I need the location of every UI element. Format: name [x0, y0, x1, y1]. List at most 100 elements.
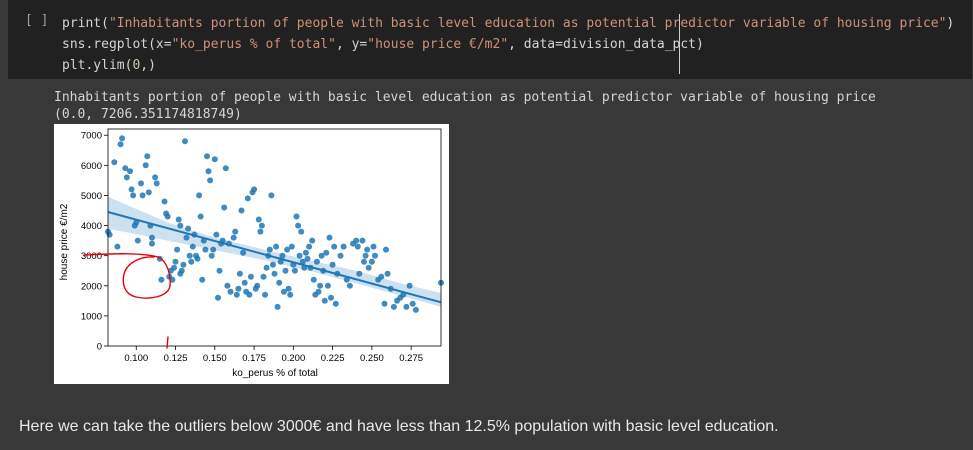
data-point — [263, 264, 270, 271]
code-token: , data=division_data_pct) — [508, 37, 704, 52]
data-point — [244, 195, 251, 202]
cell-output-text: Inhabitants portion of people with basic… — [54, 89, 876, 123]
data-point — [365, 264, 372, 271]
data-point — [271, 270, 278, 277]
data-point — [215, 294, 221, 301]
data-point — [208, 252, 215, 259]
data-point — [158, 276, 165, 283]
data-point — [279, 252, 286, 259]
data-point — [384, 270, 391, 277]
data-point — [331, 243, 338, 250]
data-point — [296, 252, 303, 259]
data-point — [235, 285, 242, 292]
data-point — [356, 270, 363, 277]
data-point — [390, 303, 397, 310]
data-point — [328, 294, 334, 301]
data-point — [186, 252, 193, 259]
data-point — [224, 282, 231, 289]
data-point — [180, 261, 187, 268]
data-point — [354, 243, 361, 250]
y-tick-label: 6000 — [81, 161, 102, 172]
data-point — [409, 300, 416, 307]
data-point — [309, 237, 316, 244]
data-point — [299, 258, 306, 265]
data-point — [285, 285, 292, 292]
data-point — [117, 141, 124, 148]
data-point — [359, 237, 366, 244]
text-cursor — [679, 14, 680, 74]
data-point — [368, 258, 375, 265]
code-token: sns.regplot(x= — [62, 37, 172, 52]
y-tick-label: 2000 — [81, 281, 102, 292]
code-cell[interactable]: [ ] print("Inhabitants portion of people… — [8, 0, 972, 79]
data-point — [161, 198, 168, 205]
data-point — [202, 246, 209, 253]
data-point — [152, 174, 159, 181]
data-point — [326, 234, 333, 241]
data-point — [383, 246, 389, 253]
data-point — [221, 204, 228, 211]
code-editor[interactable]: print("Inhabitants portion of people wit… — [62, 13, 954, 76]
data-point — [216, 267, 223, 274]
data-point — [274, 303, 281, 310]
scatter-plot: 0.100 0.125 0.150 0.175 0.200 0.225 0.250 0.275… — [59, 128, 444, 379]
data-point — [210, 246, 217, 253]
data-point — [266, 246, 273, 253]
data-point — [145, 189, 152, 196]
code-line: plt.ylim(0,) — [62, 58, 156, 73]
data-point — [169, 276, 176, 283]
data-point — [233, 291, 240, 298]
annotation-loop — [83, 253, 171, 299]
x-tick-label: 0.275 — [399, 353, 423, 364]
data-point — [246, 291, 253, 298]
data-point — [232, 228, 239, 235]
x-tick-label: 0.250 — [360, 353, 384, 364]
data-point — [295, 222, 302, 229]
data-point — [164, 213, 171, 220]
code-token: , y= — [335, 37, 368, 52]
data-point — [324, 282, 331, 289]
data-point — [306, 243, 313, 250]
data-point — [282, 267, 289, 274]
code-token: 0 — [132, 58, 141, 73]
data-point — [318, 252, 325, 259]
data-point — [238, 207, 245, 214]
data-point — [247, 273, 254, 280]
data-point — [178, 267, 185, 274]
data-point — [284, 246, 291, 253]
data-point — [183, 234, 190, 241]
data-point — [293, 213, 300, 220]
data-point — [138, 180, 144, 187]
plot-image: 0.100 0.125 0.150 0.175 0.200 0.225 0.250 0.275… — [54, 124, 449, 384]
data-point — [329, 261, 336, 268]
data-point — [304, 255, 311, 262]
y-tick-label: 3000 — [81, 251, 102, 262]
data-point — [149, 240, 155, 247]
return-value: (0.0, 7206.351174818749) — [54, 107, 242, 122]
x-tick-label: 0.225 — [321, 353, 345, 364]
annotation-tick — [166, 336, 169, 349]
code-token: "ko_perus % of total" — [171, 37, 336, 52]
data-point — [128, 186, 135, 193]
data-point — [403, 303, 410, 310]
code-token: plt.ylim( — [62, 58, 133, 73]
data-point — [260, 273, 267, 280]
data-point — [123, 174, 130, 181]
data-point — [291, 267, 298, 274]
data-point — [381, 300, 388, 307]
data-point — [119, 135, 126, 142]
data-point — [177, 222, 184, 229]
data-point — [205, 168, 212, 175]
data-point — [262, 291, 269, 298]
data-point — [188, 258, 195, 265]
data-point — [361, 258, 367, 265]
data-point — [134, 237, 141, 244]
data-point — [255, 216, 262, 223]
data-point — [185, 225, 192, 232]
data-point — [114, 243, 121, 250]
data-point — [127, 168, 133, 175]
code-line: print("Inhabitants portion of people wit… — [62, 16, 954, 31]
run-indicator[interactable]: [ ] — [25, 13, 49, 28]
data-point — [268, 192, 275, 199]
data-point — [412, 306, 419, 313]
